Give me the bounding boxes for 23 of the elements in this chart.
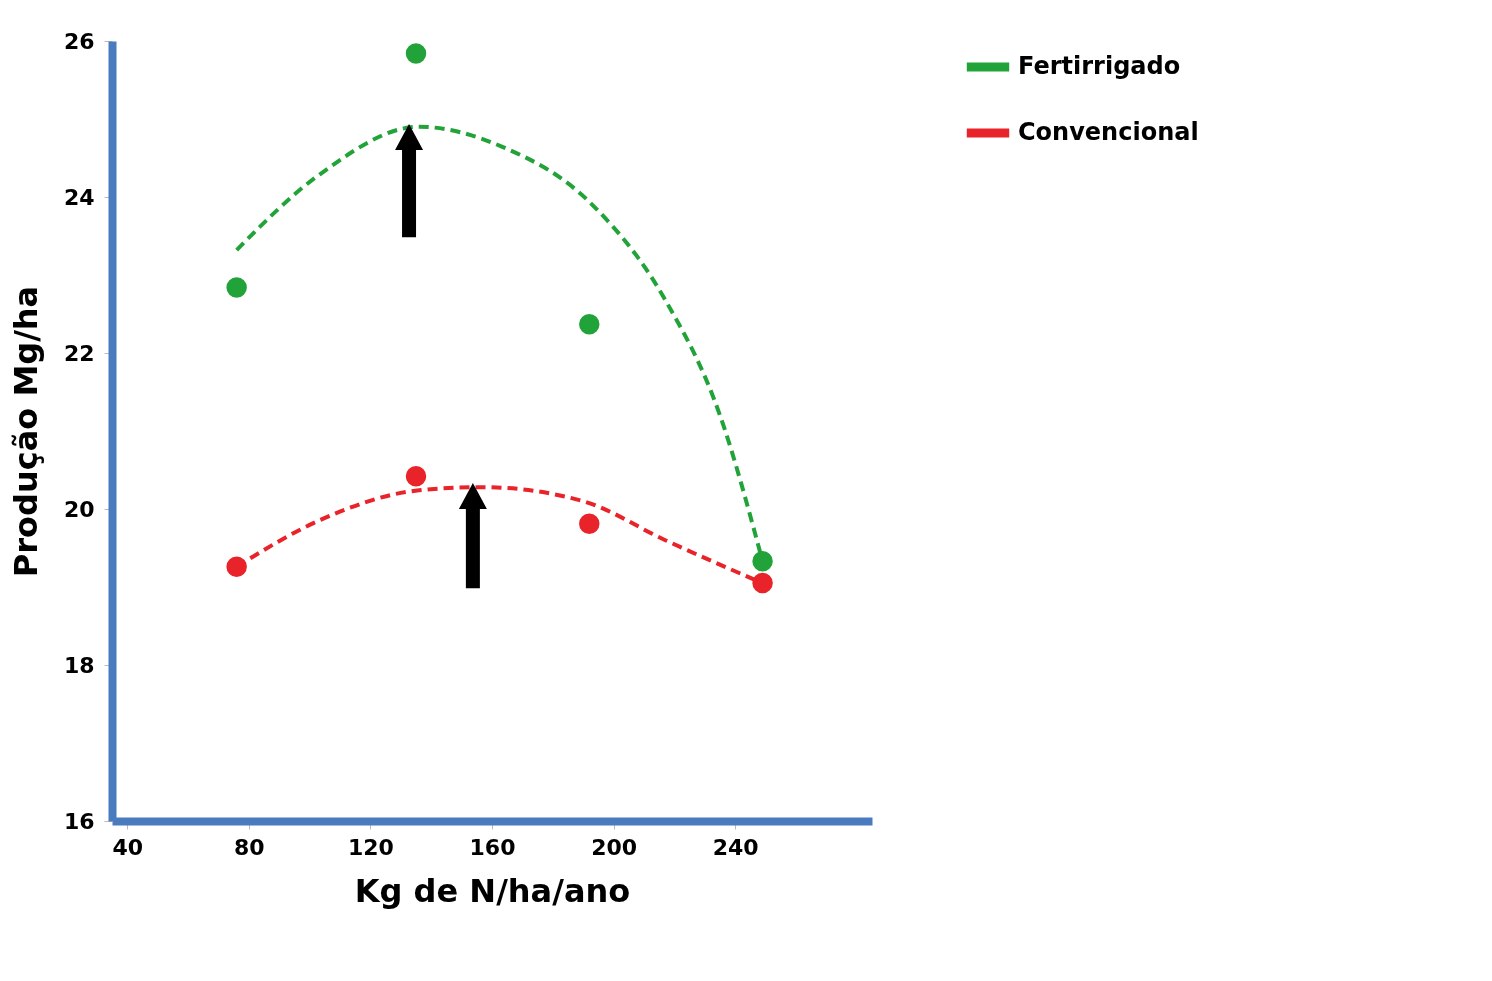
point — [405, 466, 427, 487]
y-tick-label: 16 — [63, 808, 95, 834]
y-tick-label: 22 — [63, 340, 95, 366]
x-tick-label: 160 — [469, 834, 516, 860]
point — [752, 551, 773, 572]
y-tick-label: 26 — [63, 28, 95, 54]
legend-label: Convencional — [1018, 118, 1199, 146]
x-tick-label: 200 — [591, 834, 638, 860]
point — [579, 313, 600, 335]
y-axis-title: Produção Mg/ha — [6, 285, 45, 578]
x-tick-label: 120 — [347, 834, 394, 860]
x-axis-title: Kg de N/ha/ano — [354, 871, 631, 910]
point — [405, 43, 427, 64]
legend-label: Fertirrigado — [1018, 52, 1181, 80]
x-tick-label: 80 — [233, 834, 265, 860]
y-tick-label: 18 — [63, 652, 95, 678]
x-tick-label: 40 — [112, 834, 144, 860]
point — [226, 277, 247, 298]
point — [579, 513, 600, 535]
point — [752, 572, 773, 594]
y-tick-label: 20 — [63, 496, 95, 522]
x-tick-label: 240 — [712, 834, 759, 860]
y-tick-label: 24 — [63, 184, 95, 210]
